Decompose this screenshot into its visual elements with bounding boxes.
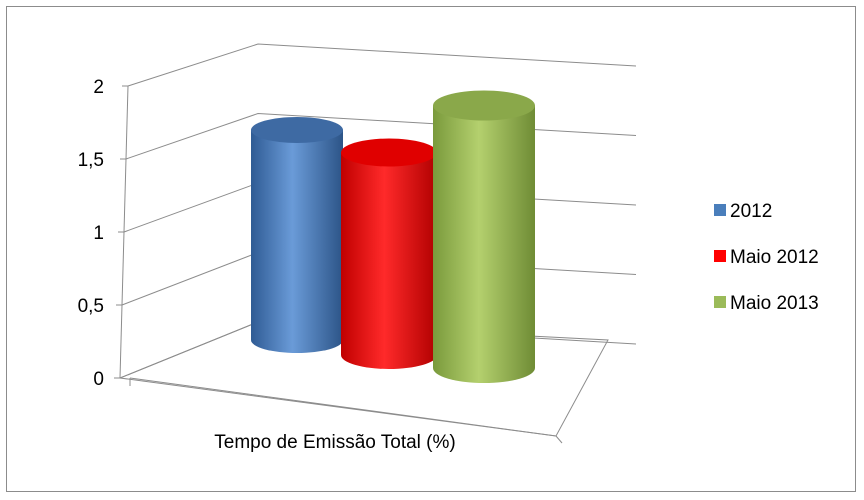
y-tick-labels: 0 0,5 1 1,5 2 [78,77,104,390]
bars [251,90,535,383]
legend-label-2012: 2012 [730,201,772,222]
legend-swatch-2012 [714,204,726,216]
legend-swatch-maio-2013 [714,296,726,308]
axes [114,85,609,444]
legend-label-maio-2012: Maio 2012 [730,247,819,268]
x-tick-mark [555,435,563,444]
bar-0 [251,130,343,353]
y-tick-label: 1 [93,223,104,244]
bar-top-1 [341,138,437,167]
legend-swatch-maio-2012 [714,250,726,262]
x-axis-line [129,377,557,437]
legend: 2012 Maio 2012 Maio 2013 [714,201,819,314]
gridline-4 [127,43,637,87]
bar-top-0 [251,117,343,143]
y-tick-label: 1,5 [78,150,104,171]
y-tick-label: 0 [93,369,104,390]
bar-2 [433,105,535,383]
bar-top-2 [433,90,535,121]
y-axis-line [119,85,129,379]
y-tick-label: 2 [93,77,104,98]
y-tick-label: 0,5 [78,296,104,317]
legend-label-maio-2013: Maio 2013 [730,293,819,314]
x-category-label: Tempo de Emissão Total (%) [214,432,455,453]
bar-1 [341,152,437,369]
